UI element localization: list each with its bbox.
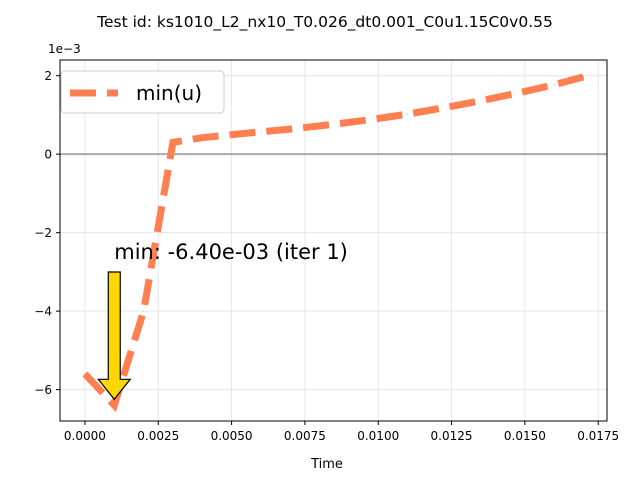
- series-point: [143, 310, 145, 312]
- series-point: [553, 84, 555, 86]
- series-point: [348, 121, 350, 123]
- y-tick-label: −2: [34, 226, 52, 240]
- series-point: [172, 141, 174, 143]
- x-tick-label: 0.0125: [431, 429, 473, 443]
- series-point: [319, 125, 321, 127]
- x-axis-ticks: 0.0000 0.0025 0.0050 0.0075 0.0100 0.0125 0.01…: [64, 421, 619, 443]
- series-point: [407, 113, 409, 115]
- legend-frame: [60, 70, 225, 114]
- x-tick-label: 0.0175: [577, 429, 619, 443]
- series-point: [260, 131, 262, 133]
- series-point: [84, 373, 86, 375]
- annotation-arrow: [97, 271, 132, 401]
- series-point: [201, 137, 203, 139]
- x-tick-label: 0.0050: [211, 429, 253, 443]
- x-tick-label: 0.0075: [284, 429, 326, 443]
- series-group: [82, 73, 585, 413]
- x-tick-label: 0.0150: [504, 429, 546, 443]
- legend-label: min(u): [136, 81, 202, 105]
- y-tick-label: −4: [34, 305, 52, 319]
- series-point: [495, 97, 497, 99]
- x-axis-label: Time: [310, 457, 343, 472]
- y-axis-ticks: −6 −4 −2 0 2: [34, 69, 60, 397]
- series-point: [231, 134, 233, 136]
- annotation-group: min: -6.40e-03 (iter 1): [97, 240, 348, 401]
- x-tick-label: 0.0025: [137, 429, 179, 443]
- plot-frame: [59, 59, 608, 422]
- series-point: [436, 108, 438, 110]
- y-tick-label: 0: [44, 148, 52, 162]
- x-tick-label: 0.0000: [64, 429, 106, 443]
- y-offset-label: 1e−3: [48, 42, 81, 56]
- series-point: [524, 90, 526, 92]
- series-point: [113, 404, 115, 406]
- y-tick-label: −6: [34, 383, 52, 397]
- series-line-min-u: [82, 73, 585, 413]
- series-point: [289, 128, 291, 130]
- series-point: [465, 103, 467, 105]
- annotation-text: min: -6.40e-03 (iter 1): [114, 240, 348, 264]
- chart-title: Test id: ks1010_L2_nx10_T0.026_dt0.001_C…: [96, 13, 553, 32]
- legend: min(u): [60, 70, 225, 114]
- series-point: [377, 117, 379, 119]
- series-point: [583, 76, 585, 78]
- x-tick-label: 0.0100: [357, 429, 399, 443]
- y-tick-label: 2: [44, 69, 52, 83]
